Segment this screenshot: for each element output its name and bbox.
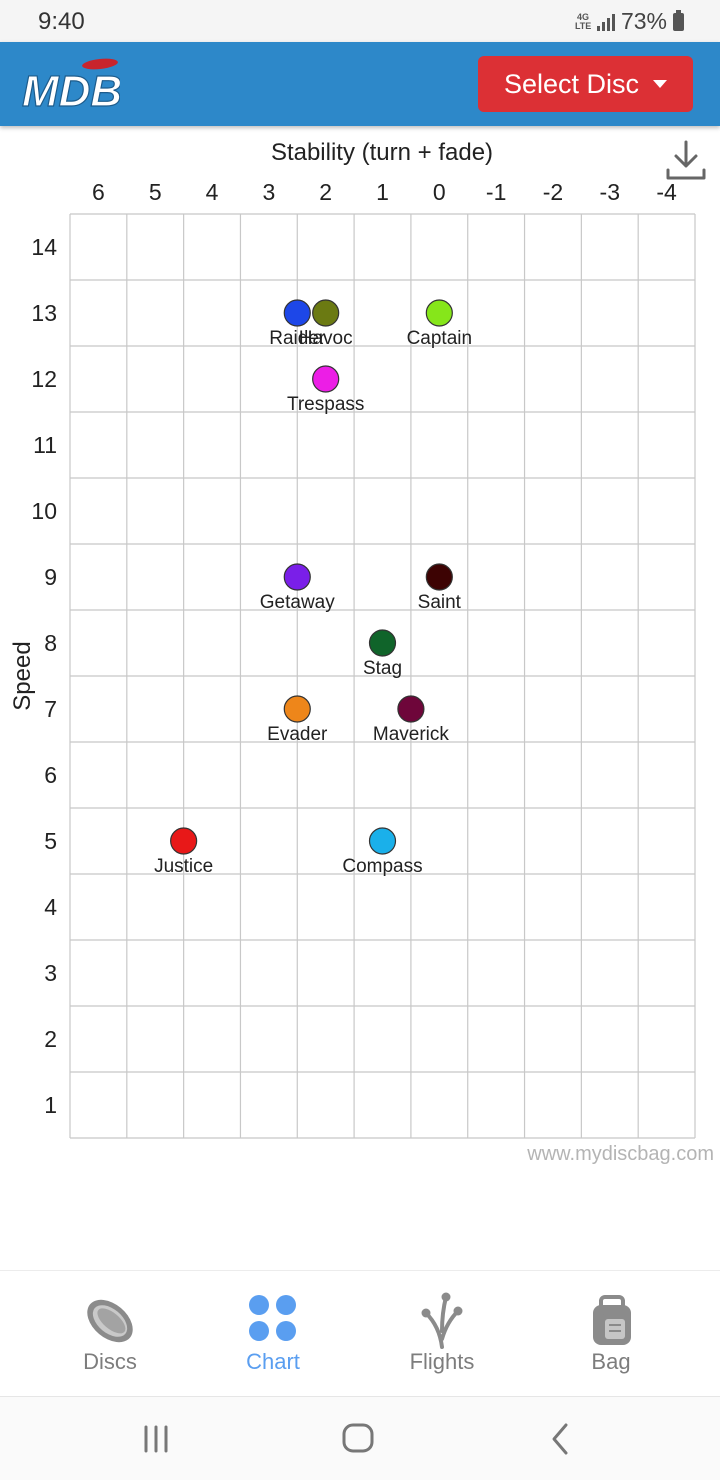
y-tick-label: 7 <box>44 696 57 722</box>
disc-label: Justice <box>154 856 213 877</box>
x-tick-label: 5 <box>149 179 162 205</box>
x-tick-label: -3 <box>600 179 620 205</box>
bottom-nav: Discs Chart Flights Bag <box>0 1270 720 1392</box>
disc-label: Saint <box>418 592 462 613</box>
disc-marker[interactable] <box>397 695 425 723</box>
x-tick-label: 1 <box>376 179 389 205</box>
disc-point-saint[interactable]: Saint <box>418 563 462 613</box>
disc-point-raider[interactable]: Raider <box>269 299 326 349</box>
disc-point-maverick[interactable]: Maverick <box>373 695 450 745</box>
y-tick-label: 6 <box>44 762 57 788</box>
disc-marker[interactable] <box>283 695 311 723</box>
y-tick-label: 5 <box>44 828 57 854</box>
nav-label: Flights <box>409 1349 475 1374</box>
system-nav-bar <box>0 1396 720 1480</box>
disc-label: Evader <box>267 724 328 745</box>
recents-icon[interactable] <box>126 1411 186 1467</box>
select-disc-label: Select Disc <box>503 68 640 99</box>
y-tick-labels: 14 13 12 11 10 9 8 7 6 5 4 3 2 1 <box>31 234 57 1118</box>
nav-bag[interactable]: Bag <box>541 1271 681 1391</box>
flights-icon <box>421 1292 463 1349</box>
y-tick-label: 1 <box>44 1092 57 1118</box>
disc-label: Captain <box>407 328 473 349</box>
disc-marker[interactable] <box>283 563 311 591</box>
chart-grid <box>69 213 696 1139</box>
x-tick-label: 6 <box>92 179 105 205</box>
disc-marker[interactable] <box>312 365 340 393</box>
disc-marker[interactable] <box>170 827 198 855</box>
battery-icon <box>673 9 684 31</box>
nav-flights[interactable]: Flights <box>372 1271 512 1391</box>
y-tick-label: 12 <box>31 366 57 392</box>
disc-label: Maverick <box>373 724 450 745</box>
disc-label: Trespass <box>287 394 364 415</box>
y-tick-label: 8 <box>44 630 57 656</box>
disc-label: Havoc <box>299 328 353 349</box>
logo-disc <box>82 58 118 70</box>
disc-point-captain[interactable]: Captain <box>407 299 473 349</box>
disc-point-justice[interactable]: Justice <box>154 827 213 877</box>
disc-marker[interactable] <box>283 299 311 327</box>
nav-discs[interactable]: Discs <box>40 1271 180 1391</box>
disc-marker[interactable] <box>425 563 453 591</box>
status-time: 9:40 <box>38 8 85 35</box>
x-tick-label: -2 <box>543 179 563 205</box>
disc-marker[interactable] <box>425 299 453 327</box>
x-tick-labels: 6 5 4 3 2 1 0 -1 -2 -3 -4 <box>92 179 677 205</box>
signal-icon <box>596 13 615 31</box>
disc-point-compass[interactable]: Compass <box>342 827 423 877</box>
x-tick-label: -4 <box>656 179 677 205</box>
y-tick-label: 10 <box>31 498 57 524</box>
disc-point-havoc[interactable]: Havoc <box>299 299 353 349</box>
x-tick-label: 2 <box>319 179 332 205</box>
bag-icon <box>593 1295 631 1345</box>
nav-label: Bag <box>591 1349 631 1374</box>
y-tick-label: 9 <box>44 564 57 590</box>
y-tick-label: 2 <box>44 1026 57 1052</box>
nav-chart[interactable]: Chart <box>203 1271 343 1391</box>
status-bar: 9:40 4G LTE 73% <box>0 0 720 42</box>
x-tick-label: 4 <box>206 179 219 205</box>
disc-point-evader[interactable]: Evader <box>267 695 328 745</box>
chart-dots-icon <box>249 1295 296 1341</box>
status-icons: 4G LTE 73% <box>575 8 684 35</box>
home-icon[interactable] <box>328 1411 388 1467</box>
nav-label: Discs <box>83 1349 137 1374</box>
nav-label: Chart <box>246 1349 300 1374</box>
x-tick-label: -1 <box>486 179 506 205</box>
disc-label: Getaway <box>260 592 335 613</box>
y-tick-label: 13 <box>31 300 57 326</box>
x-axis-label: Stability (turn + fade) <box>271 139 493 166</box>
y-tick-label: 11 <box>33 432 57 458</box>
disc-label: Stag <box>363 658 402 679</box>
logo-text: MDB <box>22 67 120 110</box>
disc-marker[interactable] <box>368 629 397 657</box>
x-tick-label: 0 <box>433 179 446 205</box>
y-tick-label: 3 <box>44 960 57 986</box>
watermark: www.mydiscbag.com <box>526 1143 714 1165</box>
download-icon[interactable] <box>664 138 708 182</box>
back-icon[interactable] <box>530 1411 590 1467</box>
y-tick-label: 14 <box>31 234 57 260</box>
mdb-logo[interactable]: MDB <box>20 58 120 110</box>
battery-percent: 73% <box>620 8 667 34</box>
disc-marker[interactable] <box>312 299 340 327</box>
disc-point-trespass[interactable]: Trespass <box>287 365 364 415</box>
caret-down-icon <box>653 80 668 88</box>
disc-point-stag[interactable]: Stag <box>363 629 402 679</box>
y-axis-label: Speed <box>9 641 36 710</box>
x-tick-label: 3 <box>262 179 275 205</box>
disc-label: Compass <box>342 856 422 877</box>
disc-marker[interactable] <box>368 827 397 855</box>
network-4g-icon: 4G LTE <box>574 11 592 31</box>
select-disc-button[interactable]: Select Disc <box>478 56 693 112</box>
disc-point-getaway[interactable]: Getaway <box>260 563 335 613</box>
y-tick-label: 4 <box>44 894 57 920</box>
disc-label: Raider <box>269 328 326 349</box>
disc-icon <box>87 1299 133 1343</box>
